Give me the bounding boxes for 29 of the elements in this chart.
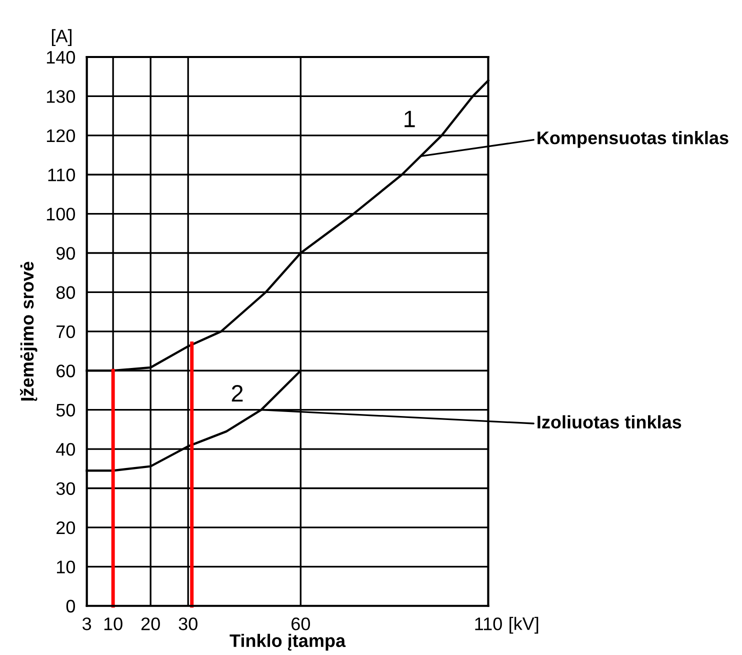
x-tick-label: 60 [292,617,310,630]
x-tick-label: 20 [141,617,160,630]
series-label: 2 [232,385,243,402]
y-tick-label: 50 [56,404,75,417]
text: [kV] [510,616,538,634]
y-tick-label: 30 [56,482,75,495]
y-tick-label: 60 [56,364,75,378]
x-tick-label: 10 [104,617,122,630]
y-tick-label: 10 [57,560,75,574]
y-tick-label: 40 [56,442,75,456]
y-tick-label: 90 [56,246,75,260]
series-label: 1 [404,110,415,128]
annotation: Izoliuotas tinklas [538,415,682,428]
x-axis-title: Tinklo įtampa [230,634,346,651]
x-tick-label: 3 [82,617,92,630]
y-tick-label: 100 [46,208,75,221]
x-tick-label: 30 [178,617,198,630]
annotation: Kompensuotas tinklas [538,131,728,148]
y-axis-title: Įžemėjimo srovė [20,262,38,401]
text: [A] [52,29,72,46]
y-tick-label: 0 [66,600,75,613]
y-tick-label: 70 [56,325,75,338]
x-tick-label: 110 [475,617,502,630]
y-tick-label: 140 [46,50,75,64]
y-tick-label: 130 [46,90,75,103]
y-tick-label: 80 [56,286,75,299]
y-tick-label: 120 [46,129,75,142]
y-tick-label: 110 [48,168,75,182]
y-tick-label: 20 [56,521,75,534]
